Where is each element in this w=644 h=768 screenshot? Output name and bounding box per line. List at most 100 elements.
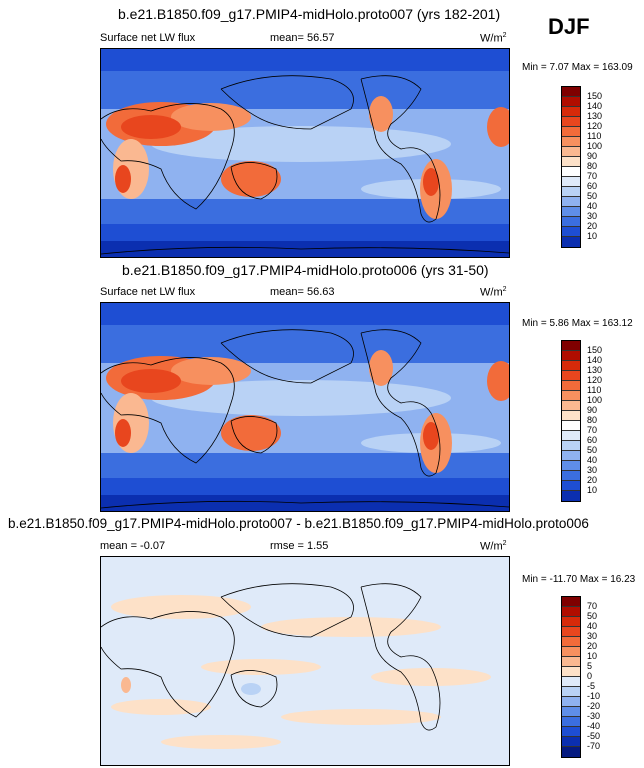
colorbar-tick-label: 140 (587, 101, 603, 111)
colorbar-tick-label: -30 (587, 711, 601, 721)
colorbar-swatch (562, 481, 580, 491)
colorbar-tick-label: 5 (587, 661, 593, 671)
panel1-map (100, 48, 510, 258)
colorbar-swatch (562, 197, 580, 207)
colorbar-tick-label: 130 (587, 111, 603, 121)
panel2-map (100, 302, 510, 512)
panel2-colorbar (561, 340, 581, 502)
colorbar-swatch (562, 87, 580, 97)
colorbar-swatch (562, 217, 580, 227)
colorbar-swatch (562, 177, 580, 187)
colorbar-tick-label: 110 (587, 385, 602, 395)
colorbar-swatch (562, 717, 580, 727)
colorbar-swatch (562, 341, 580, 351)
colorbar-tick-label: 30 (587, 631, 598, 641)
panel1-minmax: Min = 7.07 Max = 163.09 (522, 62, 633, 73)
colorbar-tick-label: -40 (587, 721, 601, 731)
colorbar-swatch (562, 597, 580, 607)
colorbar-swatch (562, 461, 580, 471)
colorbar-tick-label: -5 (587, 681, 596, 691)
colorbar-swatch (562, 227, 580, 237)
colorbar-tick-label: -20 (587, 701, 601, 711)
panel2-units: W/m2 (480, 286, 507, 299)
colorbar-swatch (562, 107, 580, 117)
colorbar-tick-label: 120 (587, 375, 603, 385)
colorbar-swatch (562, 657, 580, 667)
colorbar-swatch (562, 737, 580, 747)
colorbar-tick-label: 50 (587, 191, 598, 201)
colorbar-swatch (562, 361, 580, 371)
colorbar-swatch (562, 401, 580, 411)
colorbar-tick-label: 20 (587, 641, 598, 651)
colorbar-tick-label: 40 (587, 455, 598, 465)
colorbar-tick-label: 80 (587, 161, 598, 171)
colorbar-tick-label: 100 (587, 141, 603, 151)
colorbar-swatch (562, 647, 580, 657)
colorbar-tick-label: 150 (587, 345, 603, 355)
colorbar-swatch (562, 117, 580, 127)
colorbar-swatch (562, 137, 580, 147)
colorbar-tick-label: 10 (587, 231, 598, 241)
panel3-mean: mean = -0.07 (100, 540, 166, 552)
colorbar-tick-label: 90 (587, 151, 598, 161)
colorbar-swatch (562, 431, 580, 441)
panel3-map-svg (101, 557, 509, 765)
panel2-minmax: Min = 5.86 Max = 163.12 (522, 318, 633, 329)
colorbar-swatch (562, 391, 580, 401)
colorbar-swatch (562, 677, 580, 687)
colorbar-swatch (562, 381, 580, 391)
colorbar-swatch (562, 607, 580, 617)
panel1-mean: mean= 56.57 (270, 32, 335, 44)
panel2-mean: mean= 56.63 (270, 286, 335, 298)
panel3-units: W/m2 (480, 540, 507, 553)
colorbar-swatch (562, 627, 580, 637)
colorbar-tick-label: 30 (587, 211, 598, 221)
colorbar-swatch (562, 441, 580, 451)
colorbar-swatch (562, 707, 580, 717)
colorbar-tick-label: 80 (587, 415, 598, 425)
colorbar-swatch (562, 351, 580, 361)
colorbar-swatch (562, 451, 580, 461)
colorbar-swatch (562, 471, 580, 481)
panel1-variable: Surface net LW flux (100, 32, 196, 44)
panel2-variable: Surface net LW flux (100, 286, 196, 298)
colorbar-tick-label: 10 (587, 485, 598, 495)
colorbar-swatch (562, 667, 580, 677)
colorbar-tick-label: 100 (587, 395, 603, 405)
colorbar-swatch (562, 97, 580, 107)
colorbar-tick-label: -50 (587, 731, 601, 741)
panel1-units: W/m2 (480, 32, 507, 45)
colorbar-tick-label: 120 (587, 121, 603, 131)
colorbar-tick-label: 20 (587, 475, 598, 485)
panel1-map-svg (101, 49, 509, 257)
colorbar-tick-label: 0 (587, 671, 593, 681)
colorbar-swatch (562, 167, 580, 177)
colorbar-tick-label: 130 (587, 365, 603, 375)
colorbar-swatch (562, 237, 580, 247)
colorbar-tick-label: 60 (587, 435, 598, 445)
colorbar-swatch (562, 411, 580, 421)
colorbar-tick-label: 50 (587, 445, 598, 455)
colorbar-tick-label: 70 (587, 601, 598, 611)
colorbar-swatch (562, 697, 580, 707)
colorbar-swatch (562, 421, 580, 431)
colorbar-swatch (562, 127, 580, 137)
colorbar-tick-label: 20 (587, 221, 598, 231)
colorbar-swatch (562, 371, 580, 381)
colorbar-tick-label: 110 (587, 131, 602, 141)
colorbar-swatch (562, 491, 580, 501)
colorbar-tick-label: 70 (587, 425, 598, 435)
colorbar-tick-label: 60 (587, 181, 598, 191)
colorbar-tick-label: 50 (587, 611, 598, 621)
colorbar-tick-label: 40 (587, 201, 598, 211)
panel1-title: b.e21.B1850.f09_g17.PMIP4-midHolo.proto0… (118, 6, 501, 22)
panel3-rmse: rmse = 1.55 (270, 540, 329, 552)
colorbar-tick-label: -70 (587, 741, 601, 751)
panel3-colorbar (561, 596, 581, 758)
colorbar-tick-label: 10 (587, 651, 598, 661)
colorbar-tick-label: 70 (587, 171, 598, 181)
season-label: DJF (548, 14, 590, 39)
panel3-title: b.e21.B1850.f09_g17.PMIP4-midHolo.proto0… (8, 516, 589, 531)
colorbar-swatch (562, 637, 580, 647)
colorbar-tick-label: 30 (587, 465, 598, 475)
